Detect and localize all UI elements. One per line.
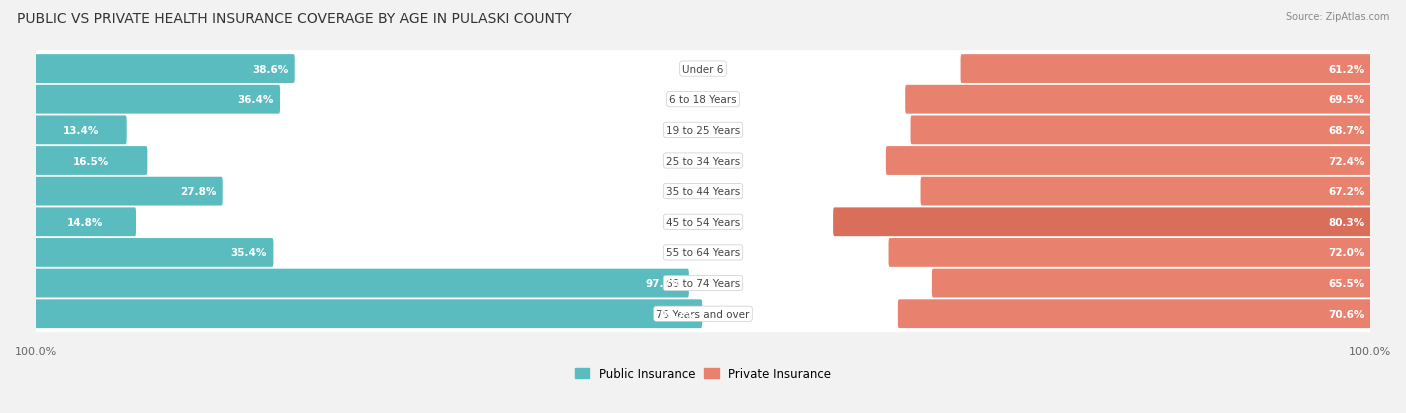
FancyBboxPatch shape [889, 238, 1371, 267]
FancyBboxPatch shape [35, 269, 689, 298]
Text: Under 6: Under 6 [682, 64, 724, 74]
Text: 68.7%: 68.7% [1329, 126, 1365, 135]
FancyBboxPatch shape [35, 147, 148, 176]
Text: PUBLIC VS PRIVATE HEALTH INSURANCE COVERAGE BY AGE IN PULASKI COUNTY: PUBLIC VS PRIVATE HEALTH INSURANCE COVER… [17, 12, 572, 26]
FancyBboxPatch shape [898, 299, 1371, 328]
Text: 55 to 64 Years: 55 to 64 Years [666, 248, 740, 258]
FancyBboxPatch shape [35, 296, 1371, 332]
FancyBboxPatch shape [886, 147, 1371, 176]
FancyBboxPatch shape [35, 51, 1371, 88]
Legend: Public Insurance, Private Insurance: Public Insurance, Private Insurance [571, 363, 835, 385]
Text: 67.2%: 67.2% [1329, 187, 1365, 197]
Text: 72.0%: 72.0% [1329, 248, 1365, 258]
Text: 38.6%: 38.6% [252, 64, 288, 74]
FancyBboxPatch shape [35, 112, 1371, 149]
Text: 27.8%: 27.8% [180, 187, 217, 197]
FancyBboxPatch shape [35, 299, 702, 328]
FancyBboxPatch shape [35, 208, 136, 237]
FancyBboxPatch shape [905, 85, 1371, 114]
Text: 69.5%: 69.5% [1329, 95, 1365, 105]
Text: 13.4%: 13.4% [63, 126, 98, 135]
Text: 16.5%: 16.5% [73, 156, 110, 166]
Text: 45 to 54 Years: 45 to 54 Years [666, 217, 740, 227]
FancyBboxPatch shape [35, 238, 273, 267]
Text: 35.4%: 35.4% [231, 248, 267, 258]
Text: 80.3%: 80.3% [1329, 217, 1365, 227]
Text: 65 to 74 Years: 65 to 74 Years [666, 278, 740, 288]
FancyBboxPatch shape [35, 204, 1371, 241]
FancyBboxPatch shape [35, 173, 1371, 210]
Text: 25 to 34 Years: 25 to 34 Years [666, 156, 740, 166]
FancyBboxPatch shape [834, 208, 1371, 237]
FancyBboxPatch shape [35, 177, 222, 206]
Text: 14.8%: 14.8% [67, 217, 104, 227]
Text: 19 to 25 Years: 19 to 25 Years [666, 126, 740, 135]
Text: Source: ZipAtlas.com: Source: ZipAtlas.com [1285, 12, 1389, 22]
Text: 61.2%: 61.2% [1329, 64, 1365, 74]
Text: 6 to 18 Years: 6 to 18 Years [669, 95, 737, 105]
Text: 36.4%: 36.4% [238, 95, 274, 105]
FancyBboxPatch shape [35, 55, 295, 84]
Text: 75 Years and over: 75 Years and over [657, 309, 749, 319]
FancyBboxPatch shape [35, 82, 1371, 118]
FancyBboxPatch shape [960, 55, 1371, 84]
Text: 72.4%: 72.4% [1329, 156, 1365, 166]
FancyBboxPatch shape [35, 116, 127, 145]
FancyBboxPatch shape [35, 143, 1371, 180]
Text: 99.7%: 99.7% [659, 309, 696, 319]
FancyBboxPatch shape [35, 235, 1371, 271]
Text: 97.7%: 97.7% [645, 278, 682, 288]
FancyBboxPatch shape [35, 85, 280, 114]
Text: 35 to 44 Years: 35 to 44 Years [666, 187, 740, 197]
FancyBboxPatch shape [35, 265, 1371, 302]
FancyBboxPatch shape [921, 177, 1371, 206]
FancyBboxPatch shape [911, 116, 1371, 145]
Text: 65.5%: 65.5% [1329, 278, 1365, 288]
Text: 70.6%: 70.6% [1329, 309, 1365, 319]
FancyBboxPatch shape [932, 269, 1371, 298]
